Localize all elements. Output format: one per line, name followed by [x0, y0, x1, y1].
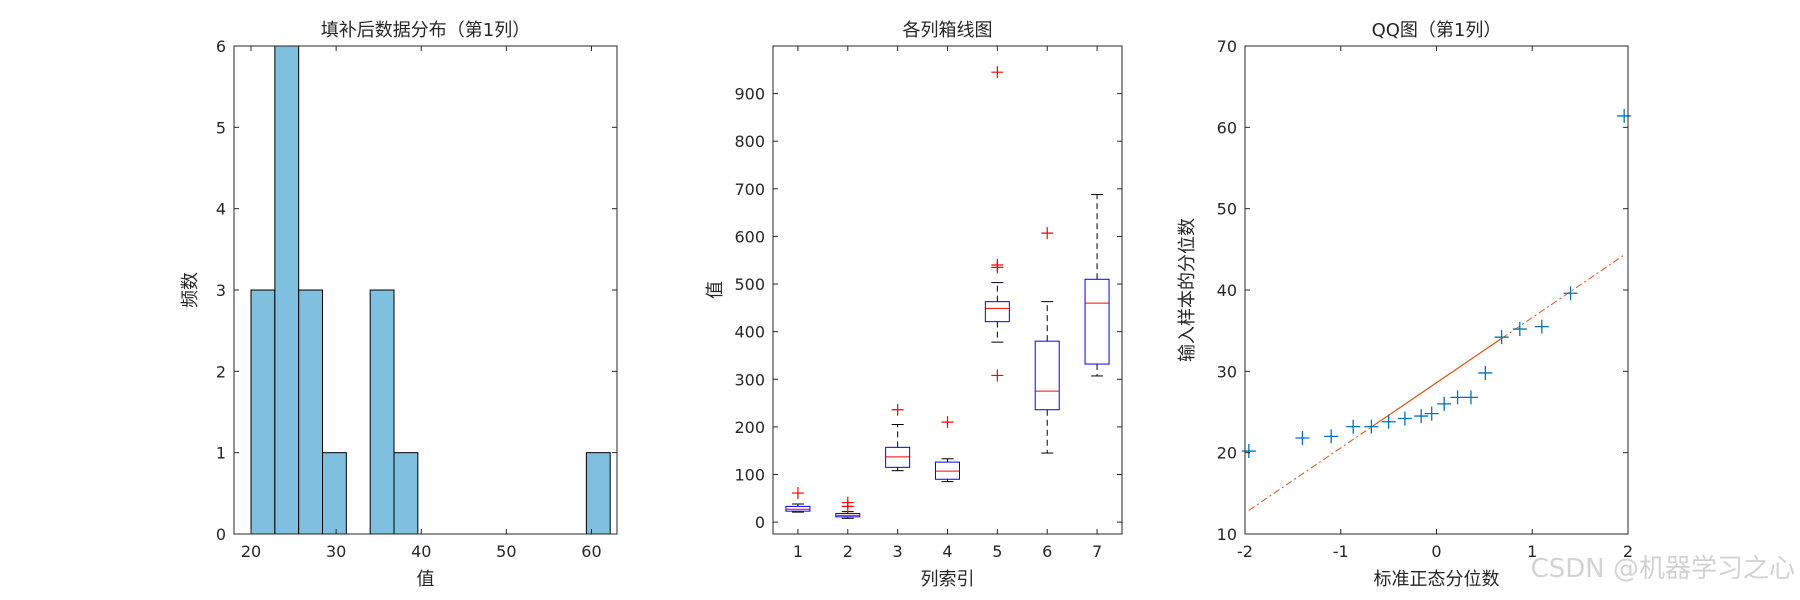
- qq-y-tick-label: 20: [1217, 444, 1237, 463]
- box-y-tick-label: 600: [734, 227, 765, 246]
- qq-y-tick-label: 50: [1217, 200, 1237, 219]
- watermark: CSDN @机器学习之心: [1531, 554, 1795, 584]
- box-outlier: [991, 369, 1004, 382]
- qq-point: [1241, 444, 1256, 459]
- qq-point: [1381, 414, 1396, 429]
- qq-point: [1494, 330, 1509, 345]
- box-y-tick-label: 500: [734, 275, 765, 294]
- box-x-tick-label: 4: [942, 542, 952, 561]
- box-x-tick-label: 5: [992, 542, 1002, 561]
- qq-point: [1617, 108, 1632, 123]
- box-title: 各列箱线图: [903, 20, 993, 41]
- hist-y-tick-label: 0: [216, 525, 226, 544]
- hist-y-tick-label: 2: [216, 362, 226, 381]
- hist-bar: [369, 289, 395, 535]
- hist-title: 填补后数据分布（第1列）: [321, 20, 530, 41]
- histogram-panel: 20 30 40 50 60 0 1 2 3 4 5 6 填补后数据分布（第1列） 值 频数: [180, 20, 618, 590]
- hist-y-tick-label: 5: [216, 118, 226, 137]
- qq-point: [1364, 419, 1379, 434]
- qq-title: QQ图（第1列）: [1372, 20, 1502, 41]
- box-y-tick-label: 100: [734, 465, 765, 484]
- qq-point: [1346, 419, 1361, 434]
- qq-point: [1512, 322, 1527, 337]
- qq-x-tick-label: 1: [1527, 542, 1537, 561]
- box-y-axis-label: 值: [705, 281, 726, 299]
- hist-bar: [585, 452, 611, 535]
- hist-x-tick-label: 30: [326, 542, 346, 561]
- hist-x-tick-label: 40: [411, 542, 431, 561]
- hist-bar: [322, 452, 347, 535]
- hist-y-tick-label: 4: [216, 200, 226, 219]
- box-x-tick-label: 1: [793, 542, 803, 561]
- qq-y-tick-label: 40: [1217, 281, 1237, 300]
- qq-x-axis-label: 标准正态分位数: [1374, 569, 1500, 590]
- box-body: [1034, 340, 1060, 411]
- qq-y-tick-label: 70: [1217, 37, 1237, 56]
- box-x-tick-label: 6: [1042, 542, 1052, 561]
- box-y-tick-label: 700: [734, 180, 765, 199]
- qq-y-tick-label: 30: [1217, 362, 1237, 381]
- box-y-tick-label: 900: [734, 85, 765, 104]
- box-x-axis-label: 列索引: [921, 569, 975, 590]
- box-y-tick-label: 400: [734, 323, 765, 342]
- box-outlier: [891, 403, 904, 416]
- hist-bar: [250, 289, 276, 535]
- qq-reference-line-lower: [1248, 426, 1372, 511]
- box-outlier: [841, 496, 854, 509]
- box-x-tick-label: 2: [843, 542, 853, 561]
- qq-point: [1450, 390, 1465, 405]
- hist-x-axis-label: 值: [417, 569, 435, 590]
- boxplot-panel: 1 2 3 4 5 6 7 0 100 200 300 400 500 600 700 800 900 各列箱线图…: [705, 20, 1123, 590]
- hist-x-tick-label: 20: [241, 542, 261, 561]
- qq-point: [1478, 365, 1493, 380]
- qq-reference-line-fit: [1371, 337, 1502, 428]
- qq-y-axis-label: 输入样本的分位数: [1177, 218, 1198, 362]
- box-outlier: [791, 487, 804, 500]
- qq-reference-line-upper: [1501, 254, 1625, 339]
- hist-x-tick-label: 60: [581, 542, 601, 561]
- qq-x-tick-label: -2: [1237, 542, 1253, 561]
- qq-point: [1414, 409, 1429, 424]
- hist-y-tick-label: 3: [216, 281, 226, 300]
- qq-x-tick-label: -1: [1333, 542, 1349, 561]
- hist-bar: [298, 289, 324, 535]
- qq-point: [1424, 406, 1439, 421]
- hist-bar: [274, 45, 300, 535]
- qq-point: [1534, 319, 1549, 334]
- hist-y-axis-label: 频数: [180, 272, 201, 308]
- box-y-tick-label: 0: [755, 513, 765, 532]
- box-y-tick-label: 200: [734, 418, 765, 437]
- box-x-tick-label: 3: [893, 542, 903, 561]
- box-x-tick-label: 7: [1092, 542, 1102, 561]
- qq-point: [1324, 429, 1339, 444]
- box-outlier: [991, 259, 1004, 272]
- hist-bar: [393, 452, 419, 535]
- hist-y-tick-label: 1: [216, 444, 226, 463]
- box-y-tick-label: 800: [734, 132, 765, 151]
- box-outlier: [1041, 227, 1054, 240]
- box-outlier: [941, 416, 954, 429]
- qq-point: [1397, 411, 1412, 426]
- qq-point: [1463, 390, 1478, 405]
- box-outlier: [991, 66, 1004, 79]
- box-body: [984, 301, 1010, 323]
- hist-y-tick-label: 6: [216, 37, 226, 56]
- hist-x-tick-label: 50: [496, 542, 516, 561]
- qq-x-tick-label: 2: [1623, 542, 1633, 561]
- qq-y-tick-label: 10: [1217, 525, 1237, 544]
- qq-plot-panel: -2 -1 0 1 2 10 20 30 40 50 60 70 QQ图（第1列） 标准正态分位数 输入样本…: [1177, 20, 1633, 590]
- box-y-tick-label: 300: [734, 370, 765, 389]
- qq-point: [1437, 396, 1452, 411]
- box-body: [1084, 278, 1110, 365]
- qq-point: [1563, 286, 1578, 301]
- qq-y-tick-label: 60: [1217, 118, 1237, 137]
- qq-point: [1295, 431, 1310, 446]
- qq-x-tick-label: 0: [1431, 542, 1441, 561]
